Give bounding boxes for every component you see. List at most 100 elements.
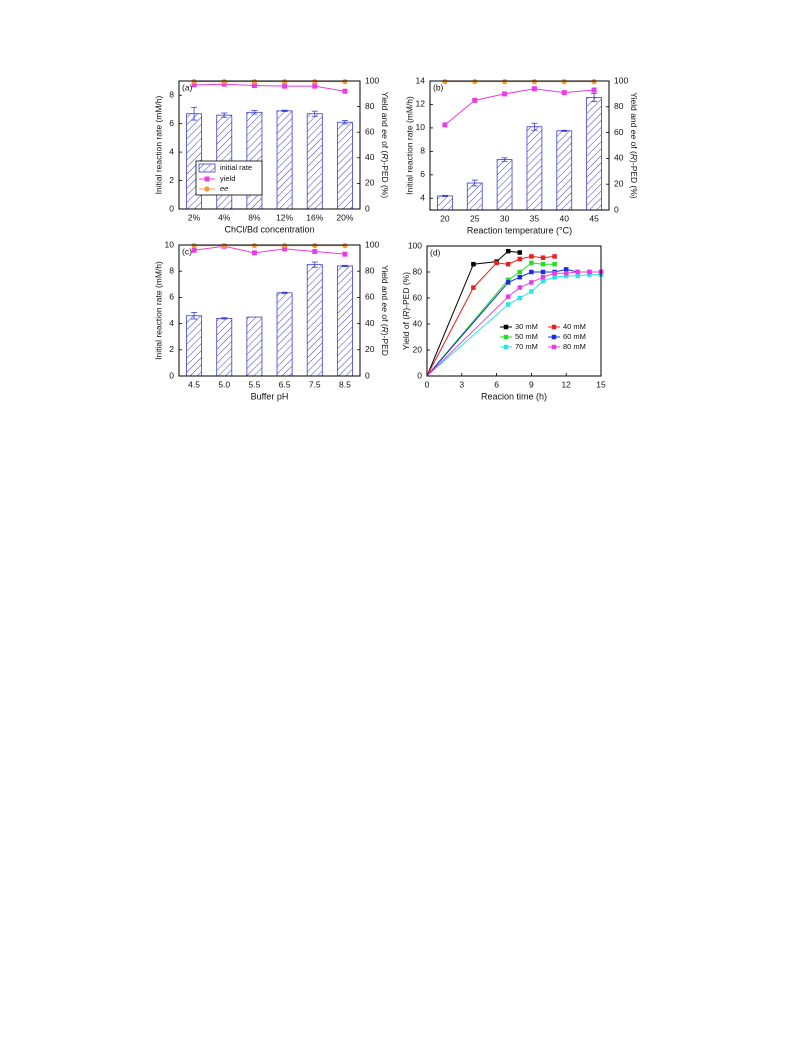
x-tick-label: 20% (336, 212, 353, 222)
legend-marker (503, 334, 509, 340)
x-tick-label: 7.5 (309, 379, 321, 389)
y-tick-label: 10 (165, 239, 175, 249)
y-tick-label: 6 (169, 118, 174, 128)
x-tick-label: 6 (494, 379, 499, 389)
panel-label: (d) (430, 247, 441, 257)
y-tick-label: 100 (408, 240, 422, 250)
y-tick-label: 80 (413, 266, 423, 276)
y-axis-title: Initial reaction rate (mM/h) (153, 261, 163, 360)
y-axis-title: Initial reaction rate (mM/h) (404, 96, 414, 195)
legend-marker (503, 324, 509, 330)
series-point (505, 302, 511, 307)
y-tick-label: 0 (169, 203, 174, 213)
series-point (563, 267, 569, 272)
yield-point (442, 122, 448, 128)
yield-point (342, 251, 348, 257)
ee-point (591, 79, 597, 85)
series-line (426, 255, 555, 377)
ee-point (281, 79, 288, 85)
x-tick-label: 35 (530, 213, 540, 223)
series-point (471, 261, 476, 267)
y-tick-label: 60 (413, 292, 423, 302)
ee-point (221, 243, 227, 249)
plot-frame (178, 80, 361, 210)
series-point (505, 261, 511, 267)
series-point (517, 274, 523, 280)
x-tick-label: 3 (459, 379, 464, 389)
y-tick-label: 6 (169, 292, 174, 302)
yield-point (591, 87, 597, 93)
series-point (587, 272, 592, 277)
legend-label: yield (220, 174, 235, 183)
series-point (575, 269, 581, 275)
y-axis-title: Yield of (R)-PED (%) (401, 272, 411, 350)
y2-tick-label: 20 (614, 178, 624, 188)
y-tick-label: 6 (420, 169, 425, 179)
yield-line (194, 245, 345, 255)
x-tick-label: 4% (218, 212, 231, 222)
y2-tick-label: 40 (365, 318, 375, 328)
panel-1: 4 6 8 10 12 14 0 20 40 60 80 100 20 25 30 35 40 45 (b) Reac… (404, 75, 628, 235)
y2-tick-label: 100 (365, 75, 379, 85)
yield-point (342, 88, 348, 94)
series-point (529, 269, 534, 275)
y2-tick-label: 60 (365, 292, 375, 302)
y2-axis-title: Yield and ee of (R)-PED (%) (380, 92, 390, 199)
series-point (587, 269, 592, 275)
y2-tick-label: 40 (614, 153, 624, 163)
y2-tick-label: 100 (365, 239, 379, 249)
y2-tick-label: 20 (365, 178, 375, 188)
plot-frame (429, 80, 610, 211)
x-tick-label: 8% (248, 212, 261, 222)
x-tick-label: 5.0 (218, 379, 230, 389)
x-tick-label: 9 (529, 379, 534, 389)
bar (306, 113, 323, 210)
y2-tick-label: 80 (365, 265, 375, 275)
x-axis-title: ChCl/Bd concentration (224, 224, 314, 234)
x-tick-label: 6.5 (279, 379, 291, 389)
x-axis-title: Buffer pH (251, 391, 289, 401)
series-point (540, 269, 546, 275)
y-tick-label: 10 (416, 122, 426, 132)
ee-point (281, 243, 288, 249)
y-tick-label: 8 (420, 146, 425, 156)
y-tick-label: 0 (169, 370, 174, 380)
series-point (529, 260, 534, 266)
bar (216, 317, 233, 377)
x-axis-title: Reacion time (h) (481, 391, 547, 401)
series-point (552, 274, 557, 280)
series-point (540, 261, 546, 267)
yield-point (251, 250, 257, 256)
series-point (517, 285, 523, 290)
series-point (540, 255, 546, 260)
ee-point (191, 79, 197, 85)
yield-line (194, 83, 346, 92)
series-point (471, 285, 476, 290)
x-tick-label: 40 (560, 213, 570, 223)
series-point (540, 278, 546, 284)
series-point (505, 280, 511, 285)
plot-frame (178, 244, 361, 377)
y2-tick-label: 60 (614, 127, 624, 137)
y-tick-label: 40 (413, 318, 423, 328)
bar (336, 265, 353, 377)
ee-point (191, 243, 197, 249)
bar (276, 292, 293, 377)
series-point (517, 256, 523, 262)
series-line (426, 274, 601, 377)
bar (246, 316, 263, 377)
yield-point (312, 83, 318, 89)
x-tick-label: 4.5 (188, 379, 200, 389)
y2-tick-label: 0 (365, 370, 370, 380)
y-tick-label: 4 (169, 318, 174, 328)
series-point (505, 277, 511, 283)
yield-point (191, 247, 197, 253)
y-tick-label: 14 (416, 75, 426, 85)
legend-label: initial rate (220, 163, 252, 172)
legend-marker (551, 344, 557, 350)
y-tick-label: 12 (416, 99, 426, 109)
bar (556, 130, 573, 211)
